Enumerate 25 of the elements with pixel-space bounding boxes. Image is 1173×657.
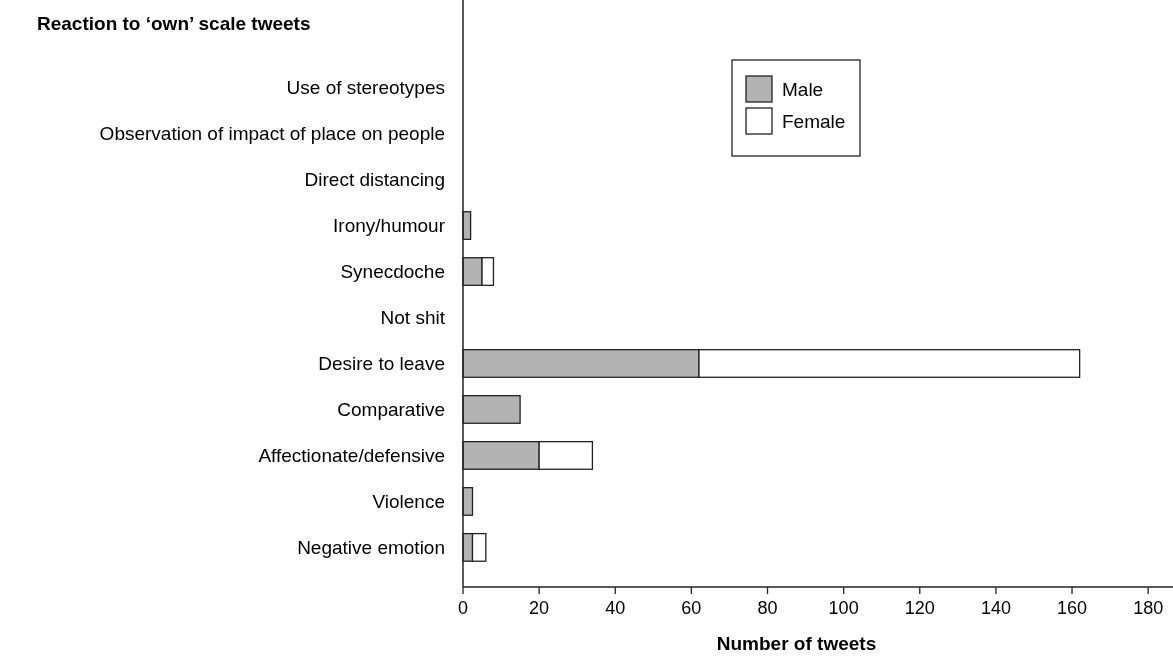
x-tick-label: 180: [1133, 598, 1164, 618]
y-tick-label: Synecdoche: [340, 261, 445, 283]
x-tick-label: 100: [828, 598, 859, 618]
text: Reaction to ‘own’ scale tweets: [37, 13, 311, 34]
y-tick-label: Comparative: [337, 399, 445, 421]
y-tick-label: Negative emotion: [297, 537, 445, 559]
y-tick-label: Not shit: [380, 307, 446, 329]
legend-label: Female: [782, 110, 846, 132]
y-tick-label: Violence: [372, 491, 445, 513]
y-tick-label: Affectionate/defensive: [258, 445, 445, 467]
x-tick-label: 120: [904, 598, 935, 618]
x-tick-label: 160: [1057, 598, 1088, 618]
x-tick-label: 40: [605, 598, 626, 618]
y-tick-label: Direct distancing: [304, 169, 445, 191]
y-tick-label: Observation of impact of place on people: [99, 123, 445, 145]
legend-label: Male: [782, 78, 824, 100]
y-tick-label: Use of stereotypes: [286, 77, 445, 99]
x-tick-label: 80: [757, 598, 778, 618]
x-tick-label: 140: [980, 598, 1011, 618]
y-tick-label: Irony/humour: [333, 215, 446, 237]
x-axis-title: Number of tweets: [716, 633, 877, 654]
x-tick-label: 20: [529, 598, 550, 618]
x-tick-label: 0: [457, 598, 469, 618]
y-tick-label: Desire to leave: [318, 353, 445, 375]
x-tick-label: 60: [681, 598, 702, 618]
